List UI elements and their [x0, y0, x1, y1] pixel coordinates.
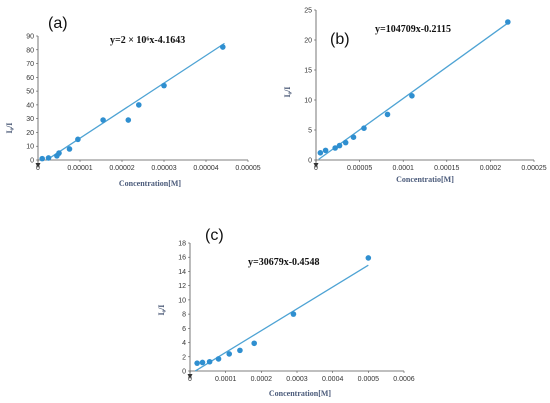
panel-label: (a)	[48, 15, 68, 32]
y-tick-label: 25	[304, 8, 312, 15]
y-tick-label: 0	[182, 369, 186, 376]
y-tick-label: 16	[178, 255, 186, 262]
y-tick-label: 10	[304, 98, 312, 105]
y-axis-label: I₀/I	[283, 87, 292, 98]
data-point	[66, 146, 73, 152]
y-tick-label: 14	[178, 269, 186, 276]
x-tick-label: 0.0005	[358, 376, 380, 383]
y-tick-label: 60	[26, 75, 34, 82]
y-tick-label: 8	[182, 312, 186, 319]
data-point	[215, 356, 222, 362]
data-point	[75, 136, 81, 143]
y-tick-label: 10	[26, 144, 34, 151]
y-tick-label: 6	[182, 326, 186, 333]
y-tick-label: 20	[304, 38, 312, 45]
data-point	[161, 82, 167, 89]
trend-line	[195, 264, 369, 372]
data-point	[332, 145, 338, 151]
y-axis-label: I₀/I	[5, 123, 14, 134]
y-tick-label: 20	[26, 130, 34, 137]
y-tick-label: 4	[182, 340, 186, 347]
panel-label: (c)	[205, 227, 224, 244]
data-point	[136, 102, 142, 108]
x-tick-label: 0	[188, 376, 192, 383]
data-point	[56, 150, 62, 156]
x-tick-label: 0.0004	[322, 376, 344, 383]
trend-line	[318, 22, 509, 160]
x-tick-label: 0.00004	[193, 165, 218, 172]
x-tick-label: 0.0001	[392, 165, 414, 172]
data-point	[317, 150, 324, 156]
data-point	[365, 255, 372, 261]
data-point	[350, 134, 357, 140]
data-point	[251, 340, 257, 347]
data-point	[342, 139, 349, 146]
y-tick-label: 40	[26, 102, 34, 109]
data-point	[322, 147, 329, 154]
y-tick-label: 5	[308, 128, 312, 135]
x-tick-label: 0.00005	[347, 165, 372, 172]
y-axis-arrow	[313, 163, 319, 168]
data-point	[384, 111, 391, 118]
data-point	[409, 93, 415, 99]
x-axis-label: Concentration[M]	[269, 389, 332, 398]
x-tick-label: 0.0006	[393, 376, 415, 383]
x-tick-label: 0.0002	[480, 165, 502, 172]
chart-panel-3: 0 2 4 6 8 10 12 14 16 18 0 0.0001 0.0002 0.0003 0.0004…	[157, 227, 415, 398]
regression-equation: y=2 × 10⁶x-4.1643	[110, 35, 185, 46]
y-axis-arrow	[35, 163, 41, 168]
data-point	[194, 360, 200, 366]
x-tick-label: 0	[314, 165, 318, 172]
data-point	[100, 117, 106, 123]
data-point	[336, 142, 343, 149]
y-tick-label: 18	[178, 241, 186, 248]
y-tick-label: 2	[182, 354, 186, 361]
data-point	[199, 359, 206, 366]
y-axis-label: I₀/I	[157, 305, 166, 316]
panel-label: (b)	[330, 31, 350, 48]
data-point	[290, 311, 297, 317]
regression-equation: y=30679x-0.4548	[248, 257, 320, 268]
x-tick-label: 0.00005	[235, 165, 260, 172]
regression-equation: y=104709x-0.2115	[375, 24, 451, 35]
data-point	[505, 19, 511, 25]
data-point	[361, 125, 367, 131]
x-tick-label: 0.00015	[434, 165, 459, 172]
y-tick-label: 70	[26, 61, 34, 68]
x-tick-label: 0.00025	[521, 165, 546, 172]
y-tick-label: 10	[178, 297, 186, 304]
x-tick-label: 0	[36, 165, 40, 172]
y-tick-label: 15	[304, 68, 312, 75]
data-point	[220, 44, 226, 50]
y-tick-label: 0	[308, 158, 312, 165]
trend-line	[46, 42, 225, 161]
x-tick-label: 0.00002	[109, 165, 134, 172]
data-point	[125, 117, 132, 123]
data-point	[206, 358, 213, 365]
chart-panel-2: 0 5 10 15 20 25 0 0.00005 0.0001 0.00015 0.0002 0.0…	[283, 8, 547, 185]
x-axis-label: Concentration[M]	[119, 179, 182, 188]
data-point	[45, 155, 52, 161]
x-axis-label: Concentratio[M]	[396, 175, 454, 184]
y-axis-arrow	[187, 374, 193, 379]
data-point	[226, 351, 233, 357]
x-tick-label: 0.0002	[251, 376, 273, 383]
y-tick-label: 0	[30, 158, 34, 165]
y-tick-label: 30	[26, 116, 34, 123]
x-tick-label: 0.00003	[151, 165, 176, 172]
y-tick-label: 80	[26, 47, 34, 54]
y-tick-label: 90	[26, 34, 34, 41]
x-tick-label: 0.00001	[67, 165, 92, 172]
chart-panel-1: 0 10 20 30 40 50 60 70 80 90 0 0.00001 0.00002 0.0000…	[5, 15, 261, 188]
data-point	[237, 347, 243, 354]
y-tick-label: 12	[178, 283, 186, 290]
x-tick-label: 0.0001	[215, 376, 237, 383]
y-tick-label: 50	[26, 89, 34, 96]
data-point	[39, 155, 45, 162]
x-tick-label: 0.0003	[286, 376, 308, 383]
